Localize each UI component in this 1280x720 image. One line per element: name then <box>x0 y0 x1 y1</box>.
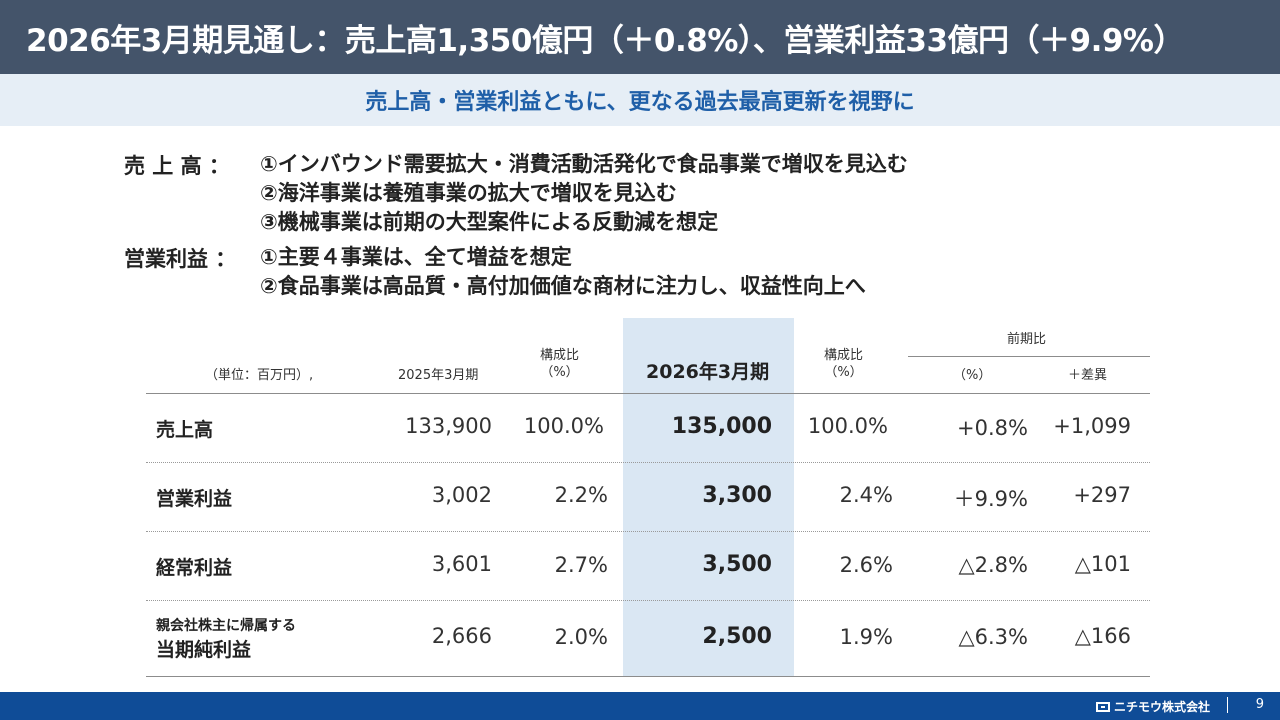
value-ratio1: 100.0% <box>523 414 604 438</box>
company-logo: ニチモウ株式会社 <box>1095 698 1210 715</box>
value-fy2025: 133,900 <box>405 414 492 438</box>
value-ratio1: 2.7% <box>554 553 608 577</box>
bullet-line: ②食品事業は高品質・高付加価値な商材に注力し、収益性向上へ <box>260 274 866 298</box>
bullet-group-sales: 売 上 高 ： ①インバウンド需要拡大・消費活動活発化で食品事業で増収を見込む … <box>124 150 908 237</box>
footer-divider <box>1227 697 1228 713</box>
value-ratio1: 2.2% <box>554 483 608 507</box>
col-header-fy2026: 2026年3月期 <box>646 361 770 383</box>
value-fy2026: 3,300 <box>702 483 772 508</box>
value-yoy-pct: +0.8% <box>957 416 1028 440</box>
value-ratio2: 1.9% <box>839 625 893 649</box>
bullet-line: ③機械事業は前期の大型案件による反動減を想定 <box>260 210 719 234</box>
value-yoy-pct: △2.8% <box>958 553 1028 577</box>
footer-bar: ニチモウ株式会社 9 <box>0 692 1280 720</box>
value-yoy-pct: △6.3% <box>958 625 1028 649</box>
col-header-ratio1: 構成比 （%） <box>540 348 580 380</box>
row-label-net-income: 当期純利益 <box>156 639 252 661</box>
value-fy2025: 3,002 <box>431 483 492 507</box>
value-fy2026: 2,500 <box>702 624 772 649</box>
row-divider <box>146 600 1150 601</box>
page-subtitle: 売上高・営業利益ともに、更なる過去最高更新を視野に <box>0 74 1280 126</box>
row-divider <box>146 462 1150 463</box>
value-ratio2: 100.0% <box>807 414 888 438</box>
col-header-ratio2: 構成比 （%） <box>824 348 864 380</box>
page-title: 2026年3月期見通し：売上高1,350億円（＋0.8%）、営業利益33億円（＋… <box>0 0 1280 74</box>
table-header-rule <box>146 393 1150 394</box>
value-fy2026: 3,500 <box>702 552 772 577</box>
value-yoy-pct: ＋9.9% <box>953 487 1028 511</box>
forecast-column-highlight <box>623 318 794 676</box>
value-fy2025: 2,666 <box>431 624 492 648</box>
bullet-line: ①主要４事業は、全て増益を想定 <box>260 245 572 269</box>
value-ratio1: 2.0% <box>554 625 608 649</box>
header-divider <box>908 356 1150 357</box>
summary-bullets: 売 上 高 ： ①インバウンド需要拡大・消費活動活発化で食品事業で増収を見込む … <box>124 150 908 301</box>
value-fy2026: 135,000 <box>671 414 772 439</box>
value-fy2025: 3,601 <box>431 552 492 576</box>
value-yoy-diff: △101 <box>1074 552 1131 576</box>
bullet-line: ②海洋事業は養殖事業の拡大で増収を見込む <box>260 181 677 205</box>
col-header-fy2025: 2025年3月期 <box>398 368 479 383</box>
value-yoy-diff: △166 <box>1074 624 1131 648</box>
table-bottom-rule <box>146 676 1150 677</box>
col-header-yoy-group: 前期比 <box>1007 332 1047 347</box>
company-logo-mark-icon <box>1095 701 1110 712</box>
row-label-operating-profit: 営業利益 <box>156 488 233 510</box>
row-label-net-income-prefix: 親会社株主に帰属する <box>156 618 296 634</box>
row-label-sales: 売上高 <box>156 419 214 441</box>
value-yoy-diff: +1,099 <box>1053 414 1131 438</box>
unit-label: （単位：百万円）, <box>205 368 314 383</box>
company-name: ニチモウ株式会社 <box>1113 700 1210 714</box>
bullet-label: 営業利益 ： <box>124 247 237 271</box>
value-ratio2: 2.4% <box>839 483 893 507</box>
bullet-line: ①インバウンド需要拡大・消費活動活発化で食品事業で増収を見込む <box>260 152 908 176</box>
row-divider <box>146 531 1150 532</box>
col-header-yoy-pct: （%） <box>953 368 992 383</box>
page-number: 9 <box>1255 697 1264 712</box>
row-label-ordinary-profit: 経常利益 <box>156 557 233 579</box>
col-header-yoy-diff: ＋差異 <box>1068 368 1108 383</box>
bullet-label: 売 上 高 ： <box>124 154 230 178</box>
value-yoy-diff: +297 <box>1073 483 1131 507</box>
value-ratio2: 2.6% <box>839 553 893 577</box>
bullet-group-operating-profit: 営業利益 ： ①主要４事業は、全て増益を想定 ②食品事業は高品質・高付加価値な商… <box>124 243 908 301</box>
